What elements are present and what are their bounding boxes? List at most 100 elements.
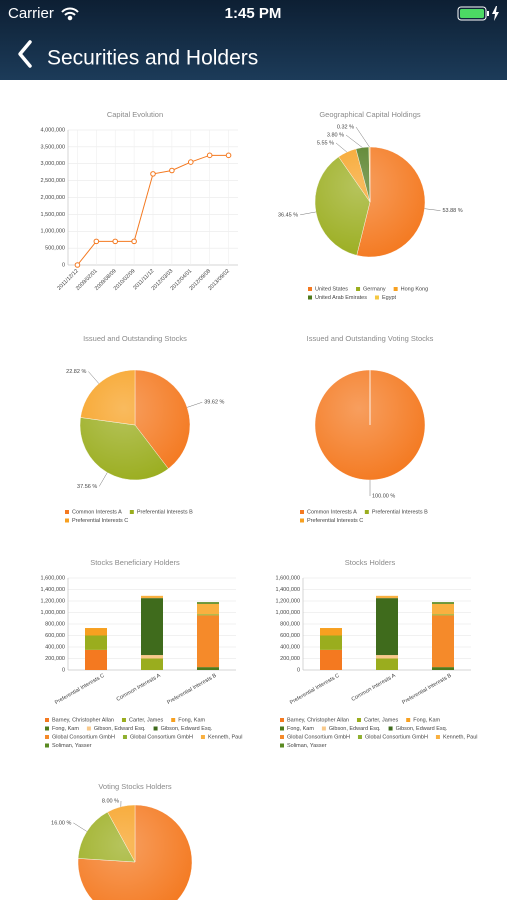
- x-tick-label: Preferential Interests B: [166, 673, 218, 706]
- legend-swatch: [65, 510, 69, 514]
- legend-swatch: [435, 735, 440, 739]
- legend-label: Preferential Interests B: [372, 509, 428, 515]
- point: [150, 171, 156, 177]
- bar-segment: [376, 658, 398, 670]
- y-tick-label: 4,000,000: [41, 127, 65, 133]
- time: 1:45 PM: [225, 5, 282, 22]
- nav-title: Securities and Holders: [47, 47, 258, 70]
- bar-segment: [141, 598, 163, 656]
- chart-title: Geographical Capital Holdings: [319, 110, 421, 119]
- legend-label: Kenneth, Paul: [443, 734, 478, 740]
- slice-label: 100.00 %: [372, 493, 395, 499]
- legend-label: Preferential Interests C: [72, 518, 128, 524]
- slice-label: 3.80 %: [327, 132, 344, 138]
- y-tick-label: 1,000,000: [41, 229, 65, 235]
- x-tick-label: Preferential Interests C: [54, 673, 106, 706]
- bar-segment: [320, 628, 342, 636]
- y-tick-label: 400,000: [280, 644, 300, 650]
- slice-label: 39.62 %: [204, 400, 224, 406]
- legend-swatch: [406, 718, 411, 722]
- legend-swatch: [45, 718, 49, 722]
- leader-line: [99, 472, 108, 487]
- chart-title: Stocks Holders: [345, 558, 396, 567]
- slice-label: 37.56 %: [77, 484, 97, 490]
- legend-swatch: [280, 743, 284, 748]
- x-tick-label: Preferential Interests B: [401, 673, 453, 706]
- y-tick-label: 800,000: [280, 621, 300, 627]
- y-tick-label: 800,000: [45, 621, 65, 627]
- slice-label: 5.55 %: [317, 140, 334, 146]
- y-tick-label: 1,200,000: [41, 598, 65, 604]
- slice-label: 53.88 %: [442, 208, 462, 214]
- slice-label: 22.82 %: [66, 369, 86, 375]
- legend-label: Gibson, Edward Esq.: [329, 726, 381, 732]
- y-tick-label: 2,000,000: [41, 195, 65, 201]
- bar-segment: [197, 603, 219, 615]
- y-tick-label: 2,500,000: [41, 178, 65, 184]
- legend-label: Carter, James: [129, 717, 163, 723]
- pie-gloss: [315, 370, 425, 480]
- legend-label: Preferential Interests B: [137, 509, 193, 515]
- bar-segment: [85, 628, 107, 636]
- y-tick-label: 1,500,000: [41, 212, 65, 218]
- bar-segment: [432, 603, 454, 615]
- y-tick-label: 200,000: [280, 656, 300, 662]
- leader-line: [73, 822, 88, 832]
- bar-segment: [197, 615, 219, 668]
- legend-swatch: [321, 726, 326, 731]
- legend-swatch: [122, 735, 127, 739]
- legend-label: Global Consortium GmbH: [365, 734, 428, 740]
- bar-segment: [432, 667, 454, 670]
- chart-title: Issued and Outstanding Voting Stocks: [307, 334, 434, 343]
- legend-label: Fong, Kam: [178, 717, 205, 723]
- legend-swatch: [280, 726, 284, 731]
- legend-swatch: [171, 718, 176, 722]
- y-tick-label: 3,500,000: [41, 144, 65, 150]
- y-tick-label: 1,400,000: [41, 587, 65, 593]
- legend-swatch: [308, 287, 312, 291]
- legend-swatch: [356, 287, 361, 291]
- back-button[interactable]: [18, 40, 32, 68]
- legend-label: Hong Kong: [401, 286, 429, 292]
- legend-label: United Arab Emirates: [315, 295, 367, 301]
- bar-segment: [376, 595, 398, 599]
- legend-swatch: [280, 718, 284, 722]
- legend-label: Preferential Interests C: [307, 518, 363, 524]
- point: [169, 167, 175, 174]
- wifi-icon: [61, 7, 79, 21]
- bar-segment: [197, 667, 219, 670]
- y-tick-label: 600,000: [45, 633, 65, 639]
- leader-line: [335, 142, 348, 153]
- slice-label: 0.32 %: [337, 124, 354, 130]
- bar-segment: [197, 602, 219, 604]
- chart-title: Voting Stocks Holders: [98, 782, 172, 791]
- legend-label: Global Consortium GmbH: [287, 734, 350, 740]
- y-tick-label: 0: [62, 262, 65, 268]
- bar-segment: [320, 635, 342, 650]
- legend-label: Barney, Christopher Allan: [52, 717, 114, 723]
- legend-label: Kenneth, Paul: [208, 734, 243, 740]
- pie-gloss: [315, 147, 425, 257]
- slice-label: 36.45 %: [278, 212, 298, 218]
- leader-line: [300, 211, 316, 216]
- legend-swatch: [300, 510, 304, 514]
- legend-swatch: [129, 510, 134, 514]
- y-tick-label: 0: [297, 667, 300, 673]
- bar-segment: [432, 614, 454, 616]
- bar-segment: [141, 655, 163, 659]
- bar-segment: [141, 595, 163, 599]
- y-tick-label: 1,600,000: [276, 575, 300, 581]
- bar-segment: [376, 598, 398, 656]
- chart-title: Capital Evolution: [107, 110, 163, 119]
- legend-swatch: [374, 295, 379, 300]
- bar-segment: [85, 635, 107, 650]
- legend-label: United States: [315, 286, 348, 292]
- leader-line: [345, 134, 363, 148]
- y-tick-label: 1,400,000: [276, 587, 300, 593]
- legend-swatch: [300, 518, 304, 523]
- y-tick-label: 1,000,000: [41, 610, 65, 616]
- leader-line: [424, 208, 441, 211]
- legend-label: Soliman, Yasser: [52, 743, 92, 749]
